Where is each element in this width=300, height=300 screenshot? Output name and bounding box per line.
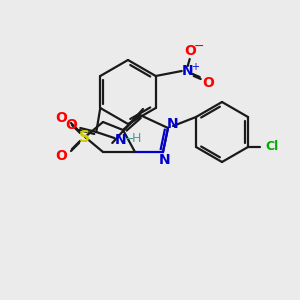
Text: +: + — [191, 62, 199, 72]
Text: N: N — [182, 64, 194, 78]
Text: O: O — [55, 149, 67, 163]
Text: N: N — [159, 153, 171, 167]
Text: O: O — [184, 44, 196, 58]
Text: −: − — [194, 40, 204, 52]
Text: N: N — [167, 117, 179, 131]
Text: Cl: Cl — [266, 140, 279, 154]
Text: O: O — [202, 76, 214, 90]
Text: O: O — [65, 118, 77, 132]
Text: O: O — [55, 111, 67, 125]
Text: −: − — [124, 133, 134, 146]
Text: S: S — [79, 130, 89, 145]
Text: H: H — [132, 133, 141, 146]
Text: N: N — [115, 133, 126, 147]
